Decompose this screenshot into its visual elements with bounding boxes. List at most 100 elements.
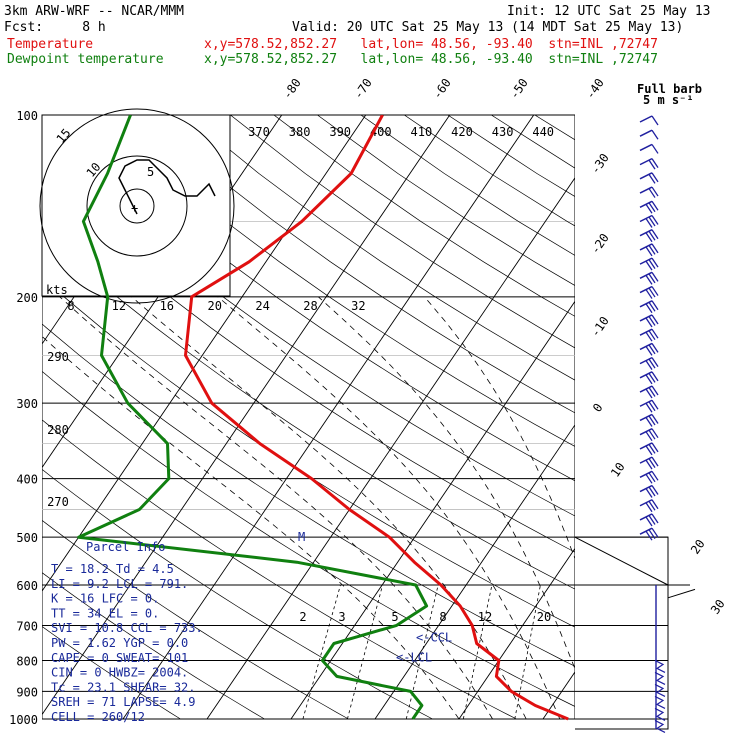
wind-barb bbox=[639, 200, 659, 214]
low-wind-barb bbox=[654, 671, 666, 686]
pressure-tick-label: 200 bbox=[16, 291, 38, 305]
mixing-ratio-label: 8 bbox=[439, 610, 446, 624]
wind-barb-flag bbox=[648, 444, 656, 454]
frame-diagonal bbox=[574, 536, 669, 586]
wind-barb bbox=[639, 285, 659, 299]
wind-barb-flag bbox=[651, 186, 659, 197]
wind-barb bbox=[639, 499, 659, 513]
mixing-ratio-line bbox=[514, 584, 541, 720]
isotherm-label: -40 bbox=[583, 76, 607, 102]
pressure-tick-label: 100 bbox=[16, 109, 38, 123]
wind-barb bbox=[639, 129, 659, 140]
wind-barb-flag bbox=[648, 159, 656, 170]
hodograph-speed-tick: 20 bbox=[207, 299, 221, 313]
isotherm-label: 0 bbox=[590, 401, 606, 415]
moist-adiabat-line bbox=[424, 296, 575, 560]
wind-barb-flag bbox=[651, 200, 659, 211]
parcel-info-row: CIN = 0 HWBZ= 2004. bbox=[51, 666, 188, 680]
wind-barb-flag bbox=[645, 431, 653, 442]
wind-barb-flag bbox=[651, 115, 659, 126]
wind-barb bbox=[639, 257, 659, 271]
wind-barb-flag bbox=[645, 388, 653, 399]
wind-barb-flag bbox=[648, 458, 656, 468]
wind-barb bbox=[639, 484, 659, 498]
wind-barb-flag bbox=[651, 314, 659, 325]
wind-barb bbox=[639, 371, 659, 385]
parcel-info-row: T = 18.2 Td = 4.5 bbox=[51, 562, 174, 576]
dry-adiabat-line bbox=[42, 231, 575, 590]
wind-barb bbox=[639, 157, 659, 170]
theta-label: 440 bbox=[532, 125, 554, 139]
mixing-ratio-label: 12 bbox=[478, 610, 492, 624]
parcel-info-row: CAPE = 0 SWEAT= 101 bbox=[51, 651, 188, 665]
theta-label: 420 bbox=[451, 125, 473, 139]
wind-barb-flag bbox=[651, 357, 659, 367]
wind-barb-flag bbox=[651, 243, 659, 254]
wind-barb-flag bbox=[645, 317, 653, 328]
dry-adiabat-line bbox=[317, 115, 575, 286]
hodograph-speed-tick: 28 bbox=[303, 299, 317, 313]
wind-barb-flag bbox=[648, 316, 656, 326]
barb-legend-label: Full barb bbox=[637, 82, 702, 96]
pressure-tick-label: 600 bbox=[16, 579, 38, 593]
theta-label: 370 bbox=[248, 125, 270, 139]
wind-barb-flag bbox=[645, 232, 653, 243]
wind-barb bbox=[639, 342, 659, 356]
isotherm-line bbox=[290, 300, 575, 720]
isotherm-line bbox=[711, 115, 740, 719]
isotherm-line bbox=[122, 115, 535, 720]
wind-barb-flag bbox=[651, 485, 659, 495]
valid-time: Valid: 20 UTC Sat 25 May 13 (14 MDT Sat … bbox=[292, 20, 684, 35]
wind-barb bbox=[639, 143, 659, 154]
dry-adiabat-line bbox=[42, 519, 349, 720]
moist-adiabat-line bbox=[131, 296, 527, 720]
wind-barb bbox=[639, 356, 659, 370]
theta-side-label: 290 bbox=[47, 350, 69, 364]
temperature-location: x,y=578.52,852.27 lat,lon= 48.56, -93.40… bbox=[204, 37, 658, 52]
wind-barb-flag bbox=[651, 513, 659, 524]
wind-barb-flag bbox=[651, 286, 659, 296]
wind-barb bbox=[639, 300, 659, 314]
wind-barb bbox=[639, 271, 659, 285]
theta-label: 380 bbox=[289, 125, 311, 139]
dry-adiabat-line bbox=[491, 115, 575, 169]
parcel-info-row: SREH = 71 LAPSE= 4.9 bbox=[51, 695, 196, 709]
lcl-label: <-LCL bbox=[396, 650, 432, 664]
wind-barb bbox=[639, 513, 659, 527]
wind-barb-flag bbox=[651, 328, 659, 339]
theta-side-label: 280 bbox=[47, 423, 69, 437]
isotherm-label: -80 bbox=[280, 76, 304, 102]
parcel-info-row: K = 16 LFC = 0. bbox=[51, 592, 159, 606]
wind-barb bbox=[639, 527, 659, 541]
wind-barb-flag bbox=[648, 230, 656, 241]
wind-barb-flag bbox=[645, 459, 653, 470]
low-wind-barb bbox=[654, 707, 666, 722]
dry-adiabat-line bbox=[230, 115, 575, 349]
temperature-profile bbox=[184, 115, 569, 721]
wind-barb-shaft bbox=[639, 129, 653, 137]
dry-adiabat-line bbox=[186, 115, 575, 381]
dry-adiabat-line bbox=[360, 115, 575, 256]
parcel-info-title: Parcel Info bbox=[86, 540, 165, 554]
dewpoint-location: x,y=578.52,852.27 lat,lon= 48.56, -93.40… bbox=[204, 52, 658, 67]
parcel-info-row: CELL = 260/12 bbox=[51, 710, 145, 724]
wind-barb bbox=[639, 229, 659, 243]
model-title: 3km ARW-WRF -- NCAR/MMM bbox=[4, 4, 185, 19]
hodograph-speed-tick: 12 bbox=[112, 299, 126, 313]
dry-adiabat-line bbox=[42, 276, 575, 628]
mixing-ratio-label: 2 bbox=[299, 610, 306, 624]
wind-barb-shaft bbox=[639, 143, 653, 152]
pressure-tick-label: 700 bbox=[16, 619, 38, 633]
low-wind-barb bbox=[654, 659, 666, 674]
wind-barb-flag bbox=[645, 445, 653, 456]
isotherm-line bbox=[374, 424, 575, 720]
wind-barb-flag bbox=[645, 374, 653, 385]
wind-barb bbox=[639, 413, 659, 427]
wind-barb-flag bbox=[651, 456, 659, 467]
temperature-legend: Temperature bbox=[7, 37, 94, 52]
wind-barb bbox=[639, 172, 659, 184]
wind-barb-shaft bbox=[639, 186, 653, 194]
ccl-label: <-CCL bbox=[416, 631, 452, 645]
isotherm-label: -10 bbox=[588, 314, 612, 340]
